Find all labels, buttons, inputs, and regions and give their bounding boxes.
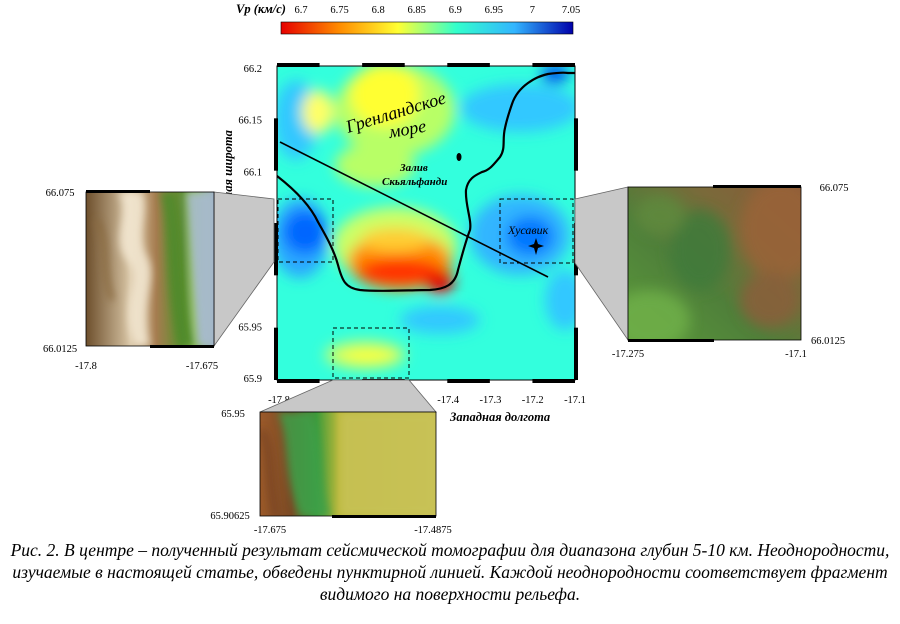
south-inset-bottom-label: 65.90625 [210,511,249,522]
colorbar-tick-label: 6.95 [485,5,503,16]
x-tick-label: -17.8 [268,395,290,406]
x-tick-label: -17.2 [522,395,544,406]
y-tick-label: 65.9 [244,374,262,385]
frame-bar [574,327,578,380]
y-tick-label: 65.95 [238,322,262,333]
south-inset-left-label: -17.675 [254,525,286,536]
frame-bar [274,118,278,171]
colorbar-tick-label: 6.75 [330,5,348,16]
y-tick-label: 66.2 [244,64,262,75]
east-inset-bottom-label: 66.0125 [811,336,845,347]
figure-caption: Рис. 2. В центре – полученный результат … [10,540,890,604]
island [456,153,462,161]
west-inset-bottom-label: 66.0125 [43,344,77,355]
colorbar: Vp (км/с) 6.7 6.75 6.8 6.85 6.9 6.95 7 7.05 [236,2,580,35]
west-inset-right-label: -17.675 [186,361,218,372]
velocity-field: Гренландское море Залив Скьяльфанди Хуса… [277,66,575,380]
connectors [213,186,629,413]
frame-bar [447,379,490,383]
west-inset-top-label: 66.075 [46,188,75,199]
connector-east [574,186,629,342]
relief-inset-west: 66.075 66.0125 -17.8 -17.675 [43,188,218,372]
colorbar-tick-label: 7 [530,5,535,16]
frame-bar [274,327,278,380]
west-inset-left-label: -17.8 [75,361,97,372]
east-inset-right-label: -17.1 [785,349,807,360]
x-tick-label: -17.4 [437,395,460,406]
frame-bar [574,118,578,171]
bay-label-line2: Скьяльфанди [382,176,447,188]
profile-line [279,141,549,278]
colorbar-tick-label: 6.7 [294,5,307,16]
frame-bar [447,63,490,67]
colorbar-tick-label: 6.9 [449,5,462,16]
colorbar-tick-label: 6.8 [372,5,385,16]
town-marker-icon [528,238,544,255]
main-map: Гренландское море Залив Скьяльфанди Хуса… [221,63,586,424]
relief-inset-south: 65.95 65.90625 -17.675 -17.4875 [210,409,452,536]
colorbar-gradient [280,21,574,35]
frame-bar [274,223,278,276]
anomaly-outline-south [332,327,410,379]
bay-label-line1: Залив [399,162,428,174]
colorbar-title: Vp (км/с) [236,2,286,16]
frame-bar [532,63,575,67]
east-inset-left-label: -17.275 [612,349,644,360]
town-label: Хусавик [507,223,549,237]
relief-inset-east: 66.075 66.0125 -17.275 -17.1 [612,183,849,360]
frame-bar [277,379,320,383]
frame-bar [532,379,575,383]
frame-bar [362,63,405,67]
frame-bar [277,63,320,67]
south-inset-top-label: 65.95 [221,409,245,420]
x-tick-label: -17.3 [479,395,501,406]
y-tick-label: 66.1 [244,167,262,178]
y-tick-label: 66.15 [238,116,262,127]
x-tick-label: -17.1 [564,395,586,406]
colorbar-tick-label: 7.05 [562,5,580,16]
x-axis-label: Западная долгота [449,410,550,424]
colorbar-tick-label: 6.85 [408,5,426,16]
south-inset-right-label: -17.4875 [414,525,452,536]
colorbar-ticks: 6.7 6.75 6.8 6.85 6.9 6.95 7 7.05 [294,5,580,16]
anomaly-outline-east [499,198,574,264]
east-inset-top-label: 66.075 [820,183,849,194]
coastline [277,71,575,292]
